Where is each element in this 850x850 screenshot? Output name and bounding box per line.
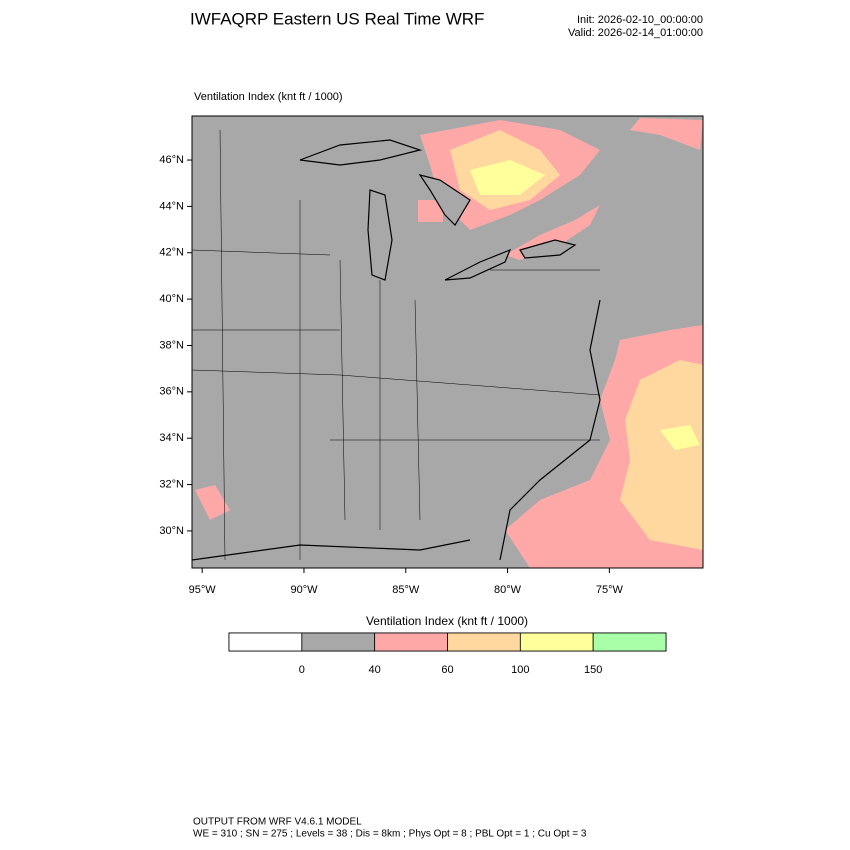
lat-tick-label: 38°N [159, 339, 184, 351]
colorbar-tick-label: 0 [299, 664, 305, 676]
lon-tick-label: 80°W [494, 584, 522, 596]
lon-tick-label: 95°W [189, 584, 217, 596]
lon-tick-label: 75°W [596, 584, 624, 596]
lat-tick-label: 30°N [159, 525, 184, 537]
map-frame [191, 115, 704, 569]
lon-tick-label: 85°W [392, 584, 420, 596]
lon-tick-label: 90°W [290, 584, 318, 596]
lat-tick-label: 42°N [159, 247, 184, 259]
colorbar-tick-label: 60 [441, 664, 453, 676]
field-label: Ventilation Index (knt ft / 1000) [194, 91, 343, 103]
lat-tick-label: 34°N [159, 432, 184, 444]
colorbar-box [447, 632, 521, 652]
colorbar-title: Ventilation Index (knt ft / 1000) [366, 614, 528, 628]
footer-line: OUTPUT FROM WRF V4.6.1 MODEL [193, 817, 362, 828]
colorbar-box [301, 632, 376, 652]
valid-time: Valid: 2026-02-14_01:00:00 [568, 27, 703, 39]
title: IWFAQRP Eastern US Real Time WRF [190, 9, 484, 28]
lat-tick-label: 46°N [159, 154, 184, 166]
colorbar-tick-label: 40 [369, 664, 381, 676]
map-area [192, 116, 703, 568]
colorbar-tick-label: 150 [584, 664, 602, 676]
colorbar-box [374, 632, 448, 652]
lat-tick-label: 44°N [159, 200, 184, 212]
colorbar-box [519, 632, 594, 652]
init-time: Init: 2026-02-10_00:00:00 [577, 14, 703, 26]
lakes [299, 139, 577, 281]
colorbar-box [592, 632, 667, 652]
coastline [192, 299, 601, 561]
lat-tick-label: 36°N [159, 386, 184, 398]
colorbar-tick-label: 100 [511, 664, 529, 676]
colorbar-box [228, 632, 303, 652]
state-lines [192, 129, 601, 561]
shading [195, 118, 703, 568]
footer-line: WE = 310 ; SN = 275 ; Levels = 38 ; Dis … [193, 829, 587, 840]
lat-tick-label: 32°N [159, 478, 184, 490]
lat-tick-label: 40°N [159, 293, 184, 305]
